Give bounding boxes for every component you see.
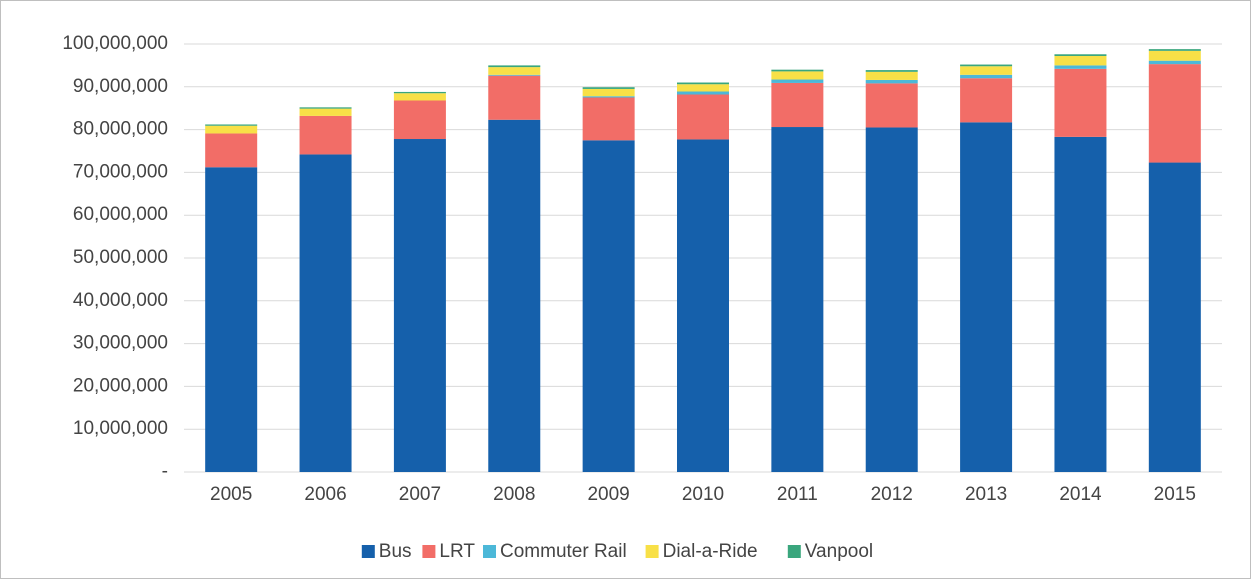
bar-segment xyxy=(677,139,729,472)
legend-swatch xyxy=(422,545,436,558)
bar-segment xyxy=(488,74,541,76)
bar-segment xyxy=(488,67,541,75)
bar-segment xyxy=(771,71,824,80)
bar-segment xyxy=(771,69,824,72)
bar-segment xyxy=(393,93,446,101)
legend-label: LRT xyxy=(439,541,475,562)
bar-segment xyxy=(299,107,352,109)
bar-segment xyxy=(1148,60,1201,65)
bar-segment xyxy=(865,127,918,473)
bar-segment xyxy=(488,75,541,120)
y-tick-label: 80,000,000 xyxy=(73,119,168,140)
bar-segment xyxy=(771,82,824,128)
bar-segment xyxy=(393,91,446,94)
legend-label: Commuter Rail xyxy=(500,541,627,562)
x-tick-label: 2010 xyxy=(682,484,724,505)
bar-segment xyxy=(865,79,918,84)
bar-segment xyxy=(677,94,729,140)
bar-segment xyxy=(1054,54,1107,56)
bar-segment xyxy=(582,97,635,141)
legend-swatch xyxy=(361,545,375,558)
bar-segment xyxy=(960,64,1013,67)
bar-segment xyxy=(205,125,258,134)
x-tick-label: 2005 xyxy=(210,484,252,505)
bar-segment xyxy=(205,133,258,168)
bar-segment xyxy=(1054,65,1107,69)
bar-segment xyxy=(393,100,446,140)
bar-segment xyxy=(299,108,352,116)
bar-segment xyxy=(1148,162,1201,472)
bar-segment xyxy=(393,139,446,473)
y-tick-label: 70,000,000 xyxy=(73,161,168,182)
x-tick-label: 2008 xyxy=(493,484,535,505)
bar-segment xyxy=(582,140,635,473)
bar-segment xyxy=(865,71,918,80)
legend-label: Dial-a-Ride xyxy=(663,541,758,562)
legend-swatch xyxy=(483,545,496,558)
bar-segment xyxy=(865,70,918,72)
y-tick-label: - xyxy=(162,461,168,482)
bar-segment xyxy=(960,78,1013,123)
y-tick-label: 20,000,000 xyxy=(73,375,168,396)
bar-segment xyxy=(1054,55,1107,66)
x-tick-label: 2012 xyxy=(871,484,913,505)
bar-segment xyxy=(299,154,352,472)
bar-segment xyxy=(960,66,1013,75)
y-tick-label: 40,000,000 xyxy=(73,290,168,311)
bar-segment xyxy=(488,65,541,68)
x-tick-label: 2013 xyxy=(965,484,1007,505)
legend-swatch xyxy=(645,545,659,558)
y-tick-label: 90,000,000 xyxy=(73,76,168,97)
legend-swatch xyxy=(787,545,801,558)
bar-segment xyxy=(582,88,635,97)
x-tick-label: 2014 xyxy=(1059,484,1102,505)
x-tick-label: 2007 xyxy=(399,484,441,505)
bar-segment xyxy=(205,124,258,126)
y-tick-label: 30,000,000 xyxy=(73,333,168,354)
bar-segment xyxy=(1148,50,1201,61)
bar-segment xyxy=(488,119,541,473)
y-tick-label: 50,000,000 xyxy=(73,247,168,268)
legend-label: Vanpool xyxy=(805,541,873,562)
bar-segment xyxy=(1054,68,1107,137)
bar-segment xyxy=(1148,49,1201,51)
bar-segment xyxy=(582,96,635,98)
y-tick-label: 60,000,000 xyxy=(73,204,168,225)
x-tick-label: 2011 xyxy=(777,484,818,505)
bar-segment xyxy=(771,79,824,83)
bar-segment xyxy=(771,127,824,473)
y-tick-label: 10,000,000 xyxy=(73,418,168,439)
legend-label: Bus xyxy=(379,541,412,562)
y-tick-label: 100,000,000 xyxy=(62,33,168,54)
bar-segment xyxy=(205,167,258,472)
x-tick-label: 2009 xyxy=(587,484,629,505)
bar-segment xyxy=(582,87,635,89)
bar-segment xyxy=(677,82,729,85)
bar-segment xyxy=(1148,64,1201,163)
bar-segment xyxy=(677,91,729,95)
x-tick-label: 2015 xyxy=(1154,484,1196,505)
bar-segment xyxy=(299,115,352,155)
bar-segment xyxy=(1054,136,1107,472)
bar-segment xyxy=(677,84,729,92)
x-tick-label: 2006 xyxy=(304,484,346,505)
bar-segment xyxy=(960,74,1013,79)
bar-segment xyxy=(960,122,1013,472)
bar-segment xyxy=(865,83,918,128)
